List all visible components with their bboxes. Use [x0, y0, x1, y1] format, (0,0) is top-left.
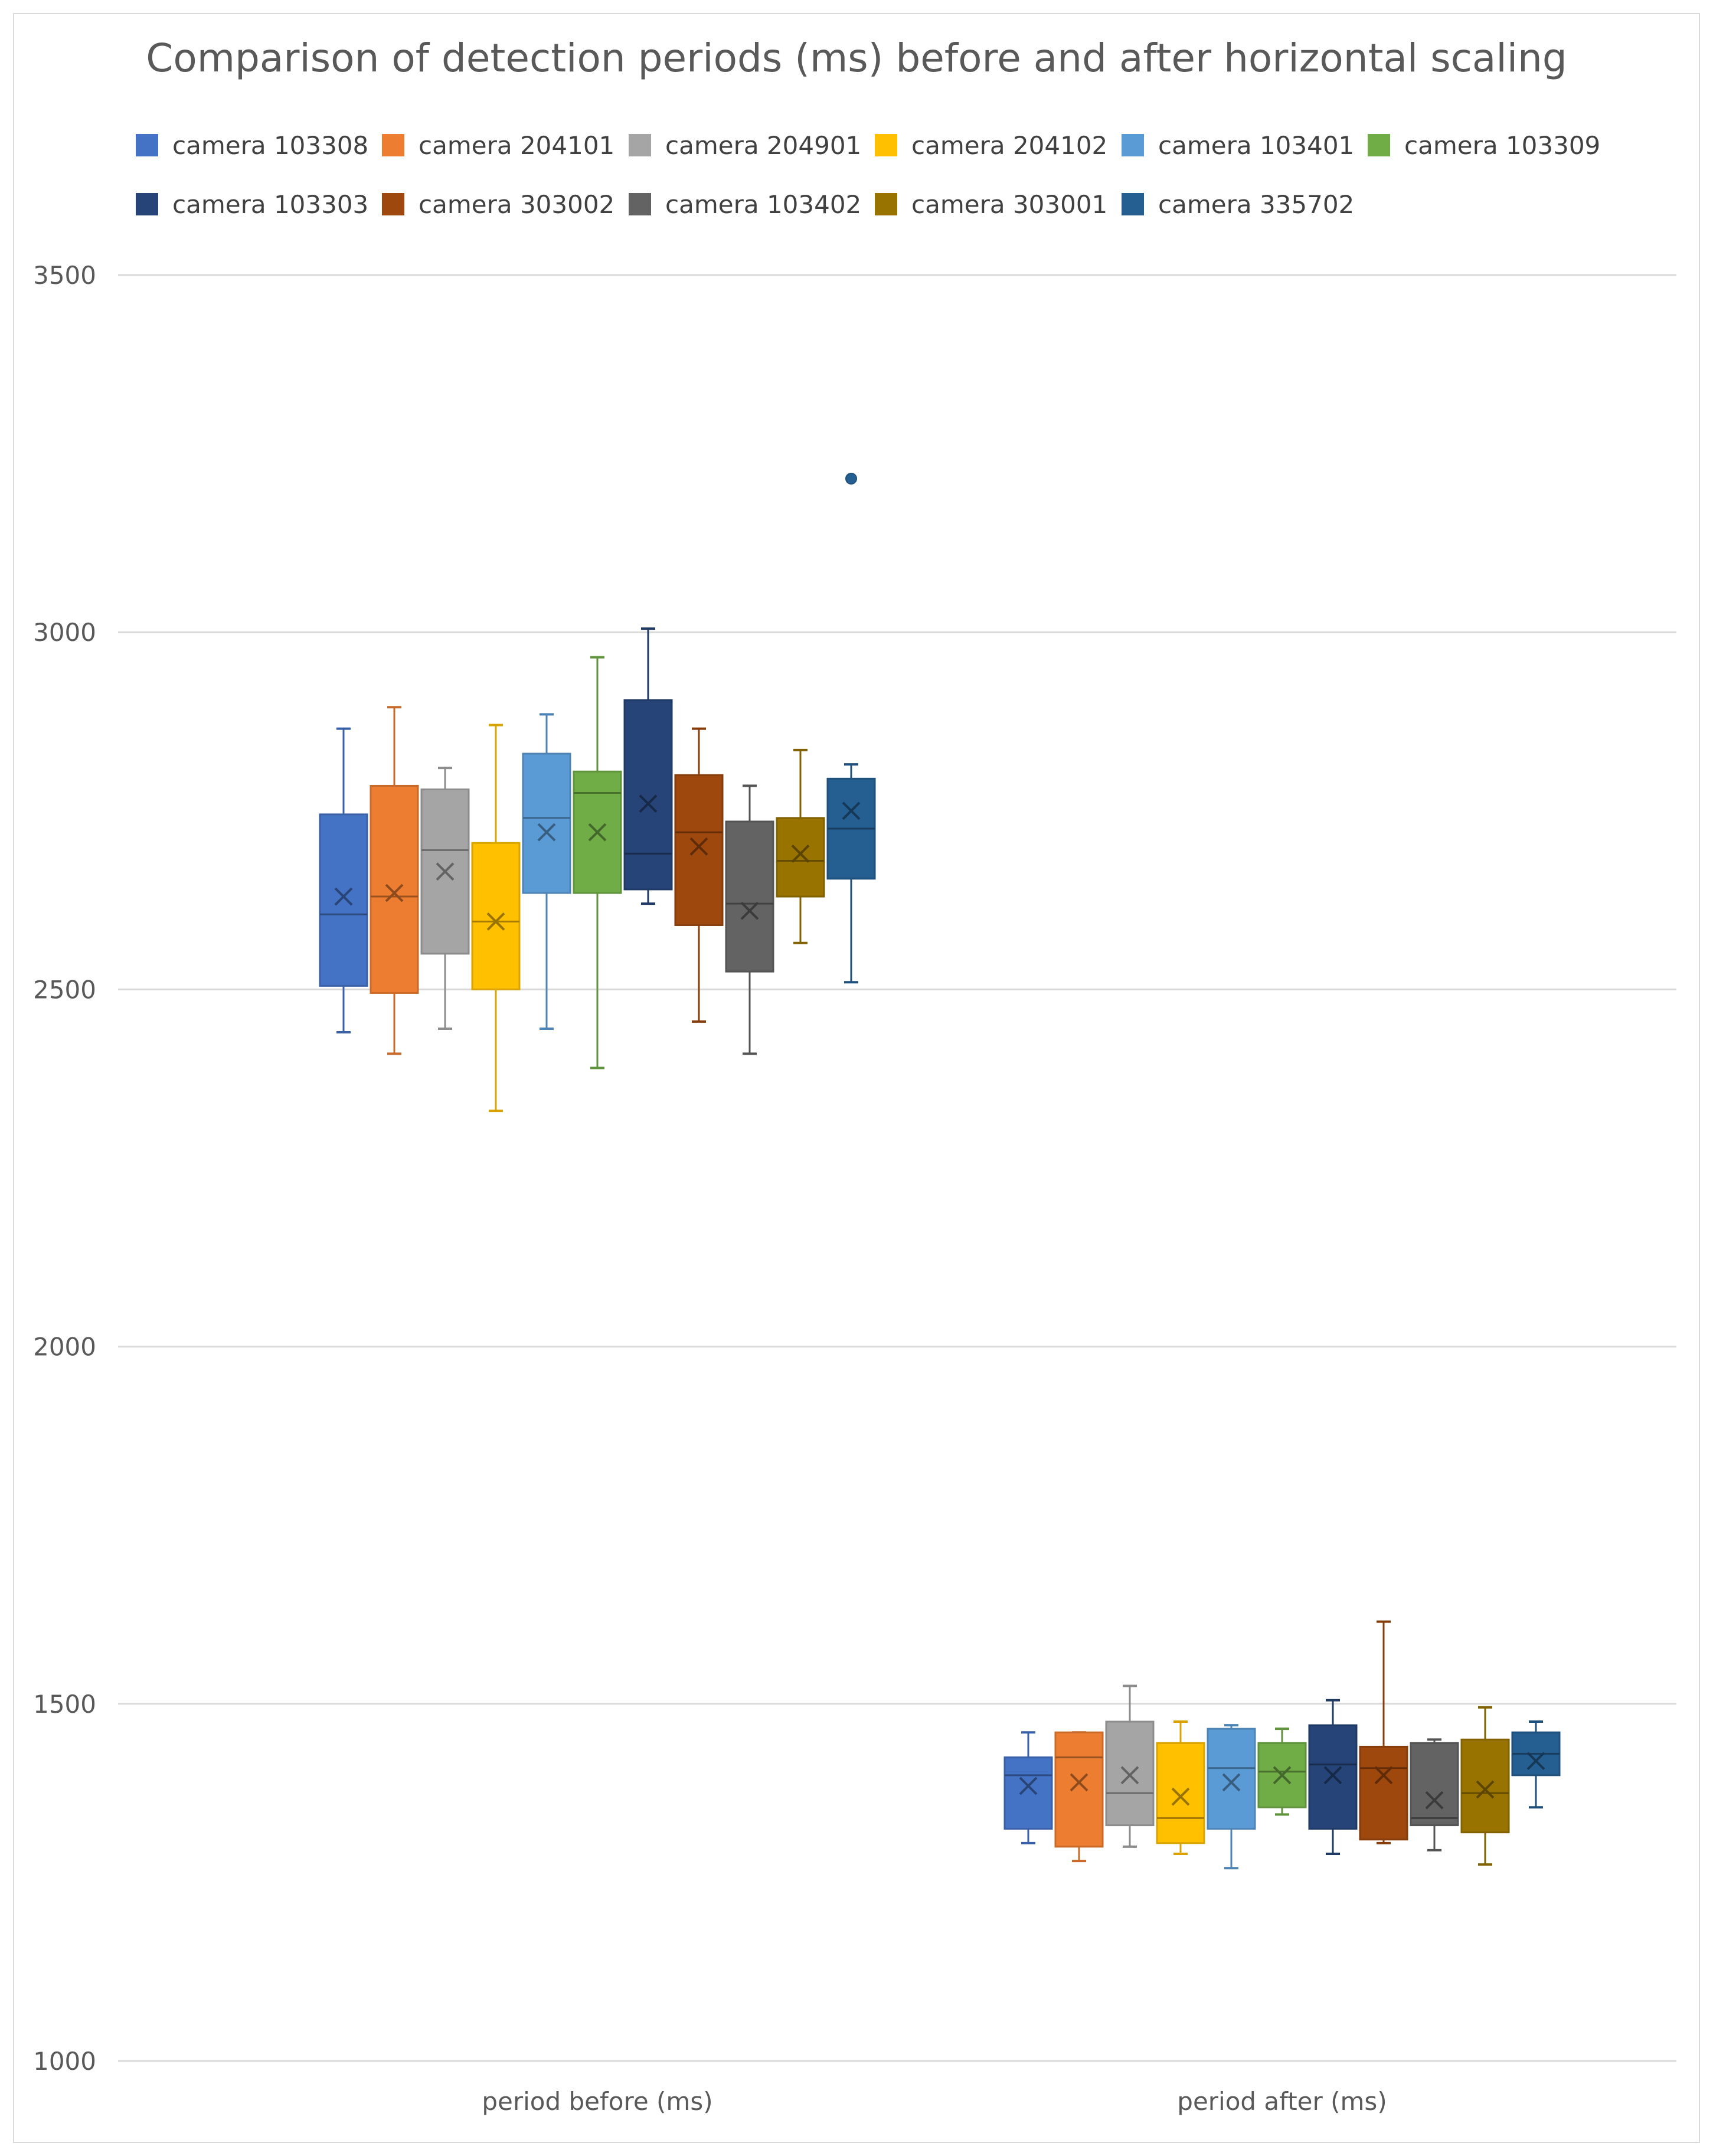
x-category-label: period after (ms)	[1177, 2087, 1387, 2116]
legend-swatch	[1122, 134, 1144, 156]
box	[1359, 1745, 1408, 1841]
legend-item: camera 103401	[1122, 127, 1354, 163]
legend-label: camera 103309	[1404, 130, 1601, 160]
box	[623, 699, 673, 891]
mean-marker	[1019, 1777, 1038, 1795]
legend-item: camera 303002	[382, 187, 614, 222]
legend-label: camera 303001	[911, 189, 1108, 219]
legend-item: camera 303001	[875, 187, 1107, 222]
mean-marker	[791, 845, 810, 863]
x-category-label: period before (ms)	[482, 2087, 712, 2116]
y-tick-label: 3000	[33, 618, 96, 647]
mean-marker	[1526, 1752, 1545, 1771]
legend-swatch	[1122, 193, 1144, 215]
box	[471, 842, 521, 990]
legend-swatch	[136, 193, 158, 215]
mean-marker	[1171, 1787, 1190, 1806]
legend-swatch	[629, 134, 651, 156]
mean-marker	[639, 794, 658, 813]
chart-title: Comparison of detection periods (ms) bef…	[146, 35, 1567, 81]
legend-swatch	[875, 193, 897, 215]
legend-label: camera 204901	[665, 130, 862, 160]
mean-marker	[1476, 1780, 1495, 1799]
y-tick-label: 2500	[33, 975, 96, 1004]
mean-marker	[588, 823, 607, 842]
legend-item: camera 103303	[136, 187, 368, 222]
chart-frame	[13, 13, 1700, 2143]
box	[725, 820, 774, 973]
legend-item: camera 204101	[382, 127, 614, 163]
mean-marker	[537, 823, 556, 842]
box	[522, 753, 571, 894]
y-tick-label: 3500	[33, 261, 96, 290]
legend-label: camera 103308	[172, 130, 369, 160]
legend-label: camera 103401	[1158, 130, 1355, 160]
mean-marker	[486, 912, 505, 931]
legend-item: camera 204102	[875, 127, 1107, 163]
mean-marker	[1374, 1766, 1393, 1785]
legend-item: camera 103308	[136, 127, 368, 163]
y-tick-label: 2000	[33, 1333, 96, 1362]
legend-item: camera 103402	[629, 187, 861, 222]
box	[1308, 1724, 1358, 1830]
mean-marker	[1425, 1791, 1444, 1810]
legend-label: camera 204102	[911, 130, 1108, 160]
box	[319, 813, 368, 987]
box	[1460, 1738, 1510, 1834]
box	[1156, 1742, 1205, 1844]
mean-marker	[1273, 1766, 1292, 1785]
y-tick-label: 1500	[33, 1690, 96, 1719]
y-tick-label: 1000	[33, 2047, 96, 2076]
box	[1105, 1720, 1155, 1827]
outlier-point	[845, 472, 857, 485]
mean-marker	[1222, 1773, 1241, 1792]
mean-marker	[740, 901, 759, 920]
box	[1054, 1731, 1104, 1848]
box	[1003, 1756, 1053, 1830]
box	[1207, 1728, 1256, 1830]
legend-swatch	[136, 134, 158, 156]
legend-label: camera 103402	[665, 189, 862, 219]
legend-swatch	[1368, 134, 1390, 156]
legend-swatch	[382, 193, 404, 215]
legend-label: camera 103303	[172, 189, 369, 219]
legend-swatch	[629, 193, 651, 215]
mean-marker	[436, 862, 455, 881]
mean-marker	[1070, 1773, 1088, 1792]
box	[370, 784, 419, 994]
mean-marker	[1323, 1766, 1342, 1785]
legend-item: camera 335702	[1122, 187, 1354, 222]
mean-marker	[1120, 1766, 1139, 1785]
legend-label: camera 303002	[419, 189, 615, 219]
mean-marker	[334, 887, 353, 906]
legend-label: camera 204101	[419, 130, 615, 160]
legend-item: camera 204901	[629, 127, 861, 163]
box	[1410, 1742, 1459, 1827]
mean-marker	[385, 884, 404, 902]
legend-item: camera 103309	[1368, 127, 1600, 163]
box	[776, 817, 825, 898]
mean-marker	[842, 801, 861, 820]
legend-swatch	[875, 134, 897, 156]
legend-swatch	[382, 134, 404, 156]
legend-label: camera 335702	[1158, 189, 1355, 219]
mean-marker	[689, 837, 708, 856]
box	[674, 774, 724, 926]
